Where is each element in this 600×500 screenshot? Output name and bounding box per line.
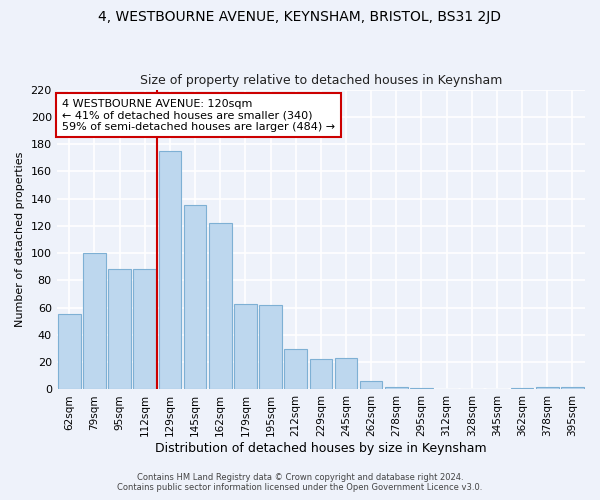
Bar [410,388,433,390]
Bar [209,223,232,390]
Bar [234,304,257,390]
Bar [310,360,332,390]
Bar [561,386,584,390]
Bar [536,386,559,390]
Text: Contains HM Land Registry data © Crown copyright and database right 2024.
Contai: Contains HM Land Registry data © Crown c… [118,473,482,492]
Bar [184,206,206,390]
Title: Size of property relative to detached houses in Keynsham: Size of property relative to detached ho… [140,74,502,87]
Bar [284,348,307,390]
Text: 4, WESTBOURNE AVENUE, KEYNSHAM, BRISTOL, BS31 2JD: 4, WESTBOURNE AVENUE, KEYNSHAM, BRISTOL,… [98,10,502,24]
Bar [108,270,131,390]
Bar [360,382,382,390]
Text: 4 WESTBOURNE AVENUE: 120sqm
← 41% of detached houses are smaller (340)
59% of se: 4 WESTBOURNE AVENUE: 120sqm ← 41% of det… [62,98,335,132]
Bar [335,358,358,390]
Bar [385,386,407,390]
Bar [259,305,282,390]
Y-axis label: Number of detached properties: Number of detached properties [15,152,25,327]
Bar [511,388,533,390]
X-axis label: Distribution of detached houses by size in Keynsham: Distribution of detached houses by size … [155,442,487,455]
Bar [58,314,80,390]
Bar [133,270,156,390]
Bar [83,253,106,390]
Bar [158,151,181,390]
